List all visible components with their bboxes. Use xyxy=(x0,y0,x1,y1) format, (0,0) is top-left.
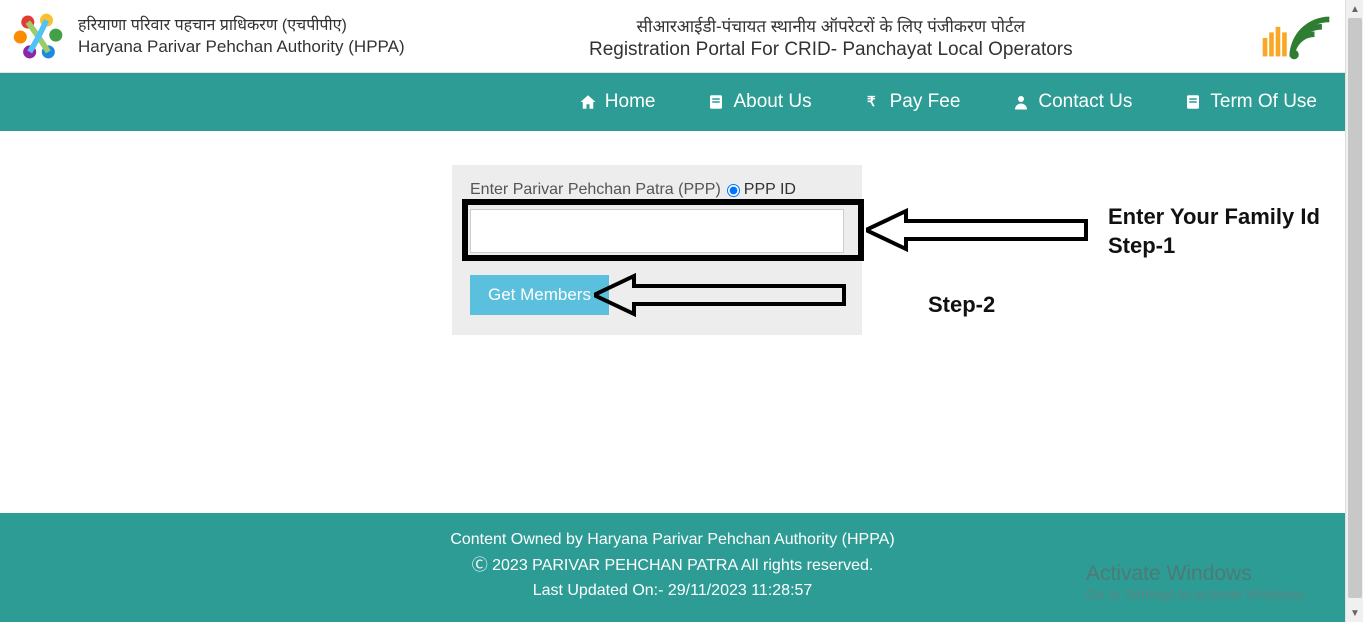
hppa-logo xyxy=(10,8,68,66)
main-nav: Home About Us ₹ Pay Fee Contact Us Term … xyxy=(0,73,1345,131)
footer-line-copyright: Ⓒ 2023 PARIVAR PEHCHAN PATRA All rights … xyxy=(8,553,1337,579)
annotation-arrow-step1 xyxy=(866,205,1096,260)
org-title-hindi: हरियाणा परिवार पहचान प्राधिकरण (एचपीपीए) xyxy=(78,15,405,37)
nav-about[interactable]: About Us xyxy=(707,91,811,113)
ppp-radio-label: PPP ID xyxy=(744,181,796,199)
nav-terms[interactable]: Term Of Use xyxy=(1184,91,1317,113)
nav-terms-label: Term Of Use xyxy=(1210,91,1317,113)
ppp-label-row: Enter Parivar Pehchan Patra (PPP) PPP ID xyxy=(470,181,844,199)
person-icon xyxy=(1012,93,1030,111)
page-content: Enter Parivar Pehchan Patra (PPP) PPP ID… xyxy=(0,131,1345,513)
scrollbar-up-arrow[interactable]: ▲ xyxy=(1346,0,1363,18)
scrollbar-thumb[interactable] xyxy=(1348,18,1362,598)
page-footer: Content Owned by Haryana Parivar Pehchan… xyxy=(0,513,1345,622)
nav-about-label: About Us xyxy=(733,91,811,113)
footer-line-owner: Content Owned by Haryana Parivar Pehchan… xyxy=(8,527,1337,553)
book-icon xyxy=(1184,93,1202,111)
digital-india-logo xyxy=(1257,11,1335,63)
get-members-button[interactable]: Get Members xyxy=(470,275,609,315)
org-title-block: हरियाणा परिवार पहचान प्राधिकरण (एचपीपीए)… xyxy=(78,15,405,60)
annotation-text-step2: Step-2 xyxy=(928,291,995,320)
nav-contact-label: Contact Us xyxy=(1038,91,1132,113)
nav-home-label: Home xyxy=(605,91,656,113)
org-title-english: Haryana Parivar Pehchan Authority (HPPA) xyxy=(78,36,405,59)
portal-title-block: सीआरआईडी-पंचायत स्थानीय ऑपरेटरों के लिए … xyxy=(415,14,1247,61)
book-icon xyxy=(707,93,725,111)
portal-title-hindi: सीआरआईडी-पंचायत स्थानीय ऑपरेटरों के लिए … xyxy=(415,14,1247,37)
nav-payfee-label: Pay Fee xyxy=(890,91,961,113)
annotation-text-step1: Enter Your Family Id Step-1 xyxy=(1108,203,1328,260)
nav-contact[interactable]: Contact Us xyxy=(1012,91,1132,113)
vertical-scrollbar[interactable]: ▲ ▼ xyxy=(1345,0,1363,622)
annotation-arrow-step2 xyxy=(594,272,854,323)
ppp-id-radio[interactable] xyxy=(727,184,740,197)
footer-line-updated: Last Updated On:- 29/11/2023 11:28:57 xyxy=(8,578,1337,604)
nav-home[interactable]: Home xyxy=(579,91,656,113)
nav-payfee[interactable]: ₹ Pay Fee xyxy=(864,91,961,113)
ppp-label-text: Enter Parivar Pehchan Patra (PPP) xyxy=(470,181,721,199)
portal-title-english: Registration Portal For CRID- Panchayat … xyxy=(415,39,1247,61)
page-header: हरियाणा परिवार पहचान प्राधिकरण (एचपीपीए)… xyxy=(0,0,1345,73)
home-icon xyxy=(579,93,597,111)
svg-text:₹: ₹ xyxy=(867,94,876,109)
scrollbar-down-arrow[interactable]: ▼ xyxy=(1346,604,1363,622)
family-id-input[interactable] xyxy=(470,209,844,253)
rupee-icon: ₹ xyxy=(864,93,882,111)
